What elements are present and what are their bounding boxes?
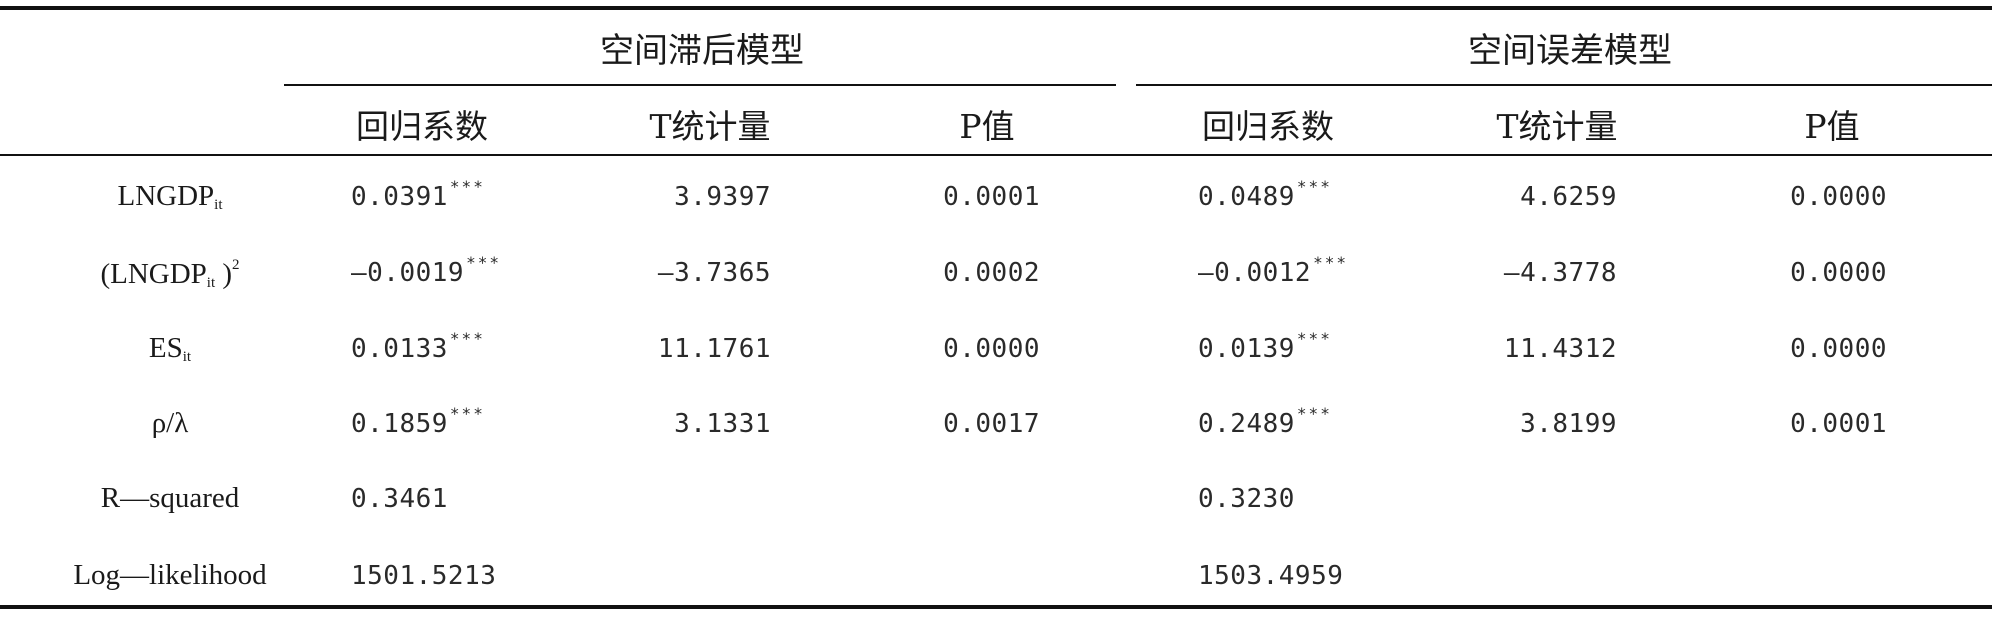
table-cell-error-p-value: 0.0000	[1790, 258, 1887, 288]
table-cell-error-t-stat: —4.3778	[1503, 258, 1617, 288]
error-model-group-rule	[1136, 84, 1992, 86]
row-label: R—squared	[100, 482, 240, 514]
table-cell-lag-t-stat: 3.9397	[674, 182, 771, 212]
significance-stars: ***	[1313, 253, 1348, 272]
table-cell-error-p-value: 0.0000	[1790, 182, 1887, 212]
row-label: Log—likelihood	[73, 559, 267, 591]
significance-stars: ***	[1296, 329, 1332, 348]
row-label: ESit	[148, 332, 192, 365]
table-cell-lag-t-stat: —3.7365	[657, 258, 771, 288]
table-cell-lag-coefficient: 0.3461	[351, 484, 448, 514]
table-cell-error-coefficient: 0.3230	[1198, 484, 1295, 514]
table-cell-error-coefficient: 0.2489	[1198, 409, 1295, 439]
table-cell-lag-coefficient: 0.1859	[351, 409, 448, 439]
significance-stars: ***	[449, 177, 485, 196]
table-cell-error-coefficient: 0.0139	[1198, 334, 1295, 364]
group-header-spatial-lag: 空间滞后模型	[600, 31, 804, 71]
row-label: LNGDPit	[117, 180, 223, 213]
significance-stars: ***	[466, 253, 501, 272]
table-cell-error-coefficient: 0.0489	[1198, 182, 1295, 212]
table-cell-lag-coefficient: 0.0133	[351, 334, 448, 364]
table-cell-error-coefficient: 1503.4959	[1198, 561, 1344, 591]
header-rule	[0, 154, 1992, 156]
table-cell-lag-p-value: 0.0017	[943, 409, 1040, 439]
column-header-error-t-stat: T统计量	[1496, 107, 1618, 146]
table-cell-error-coefficient: —0.0012	[1198, 258, 1312, 288]
table-cell-lag-coefficient: 1501.5213	[351, 561, 497, 591]
table-cell-lag-t-stat: 11.1761	[657, 334, 771, 364]
table-top-rule	[0, 6, 1992, 10]
lag-model-group-rule	[284, 84, 1116, 86]
table-cell-error-p-value: 0.0001	[1790, 409, 1887, 439]
table-cell-lag-coefficient: 0.0391	[351, 182, 448, 212]
column-header-lag-coefficient: 回归系数	[356, 107, 488, 146]
significance-stars: ***	[449, 404, 485, 423]
table-cell-lag-p-value: 0.0002	[943, 258, 1040, 288]
significance-stars: ***	[449, 329, 485, 348]
table-cell-error-p-value: 0.0000	[1790, 334, 1887, 364]
table-cell-error-t-stat: 4.6259	[1520, 182, 1617, 212]
significance-stars: ***	[1296, 177, 1332, 196]
table-cell-error-t-stat: 3.8199	[1520, 409, 1617, 439]
table-cell-lag-coefficient: —0.0019	[351, 258, 465, 288]
column-header-error-coefficient: 回归系数	[1202, 107, 1334, 146]
column-header-lag-p-value: P值	[959, 107, 1015, 146]
table-cell-lag-p-value: 0.0000	[943, 334, 1040, 364]
row-label: (LNGDPit )2	[100, 257, 240, 291]
table-cell-lag-t-stat: 3.1331	[674, 409, 771, 439]
table-cell-lag-p-value: 0.0001	[943, 182, 1040, 212]
significance-stars: ***	[1296, 404, 1332, 423]
column-header-error-p-value: P值	[1804, 107, 1860, 146]
group-header-spatial-error: 空间误差模型	[1468, 31, 1672, 71]
table-bottom-rule	[0, 605, 1992, 609]
table-cell-error-t-stat: 11.4312	[1503, 334, 1617, 364]
column-header-lag-t-stat: T统计量	[649, 107, 771, 146]
row-label: ρ/λ	[151, 407, 189, 439]
